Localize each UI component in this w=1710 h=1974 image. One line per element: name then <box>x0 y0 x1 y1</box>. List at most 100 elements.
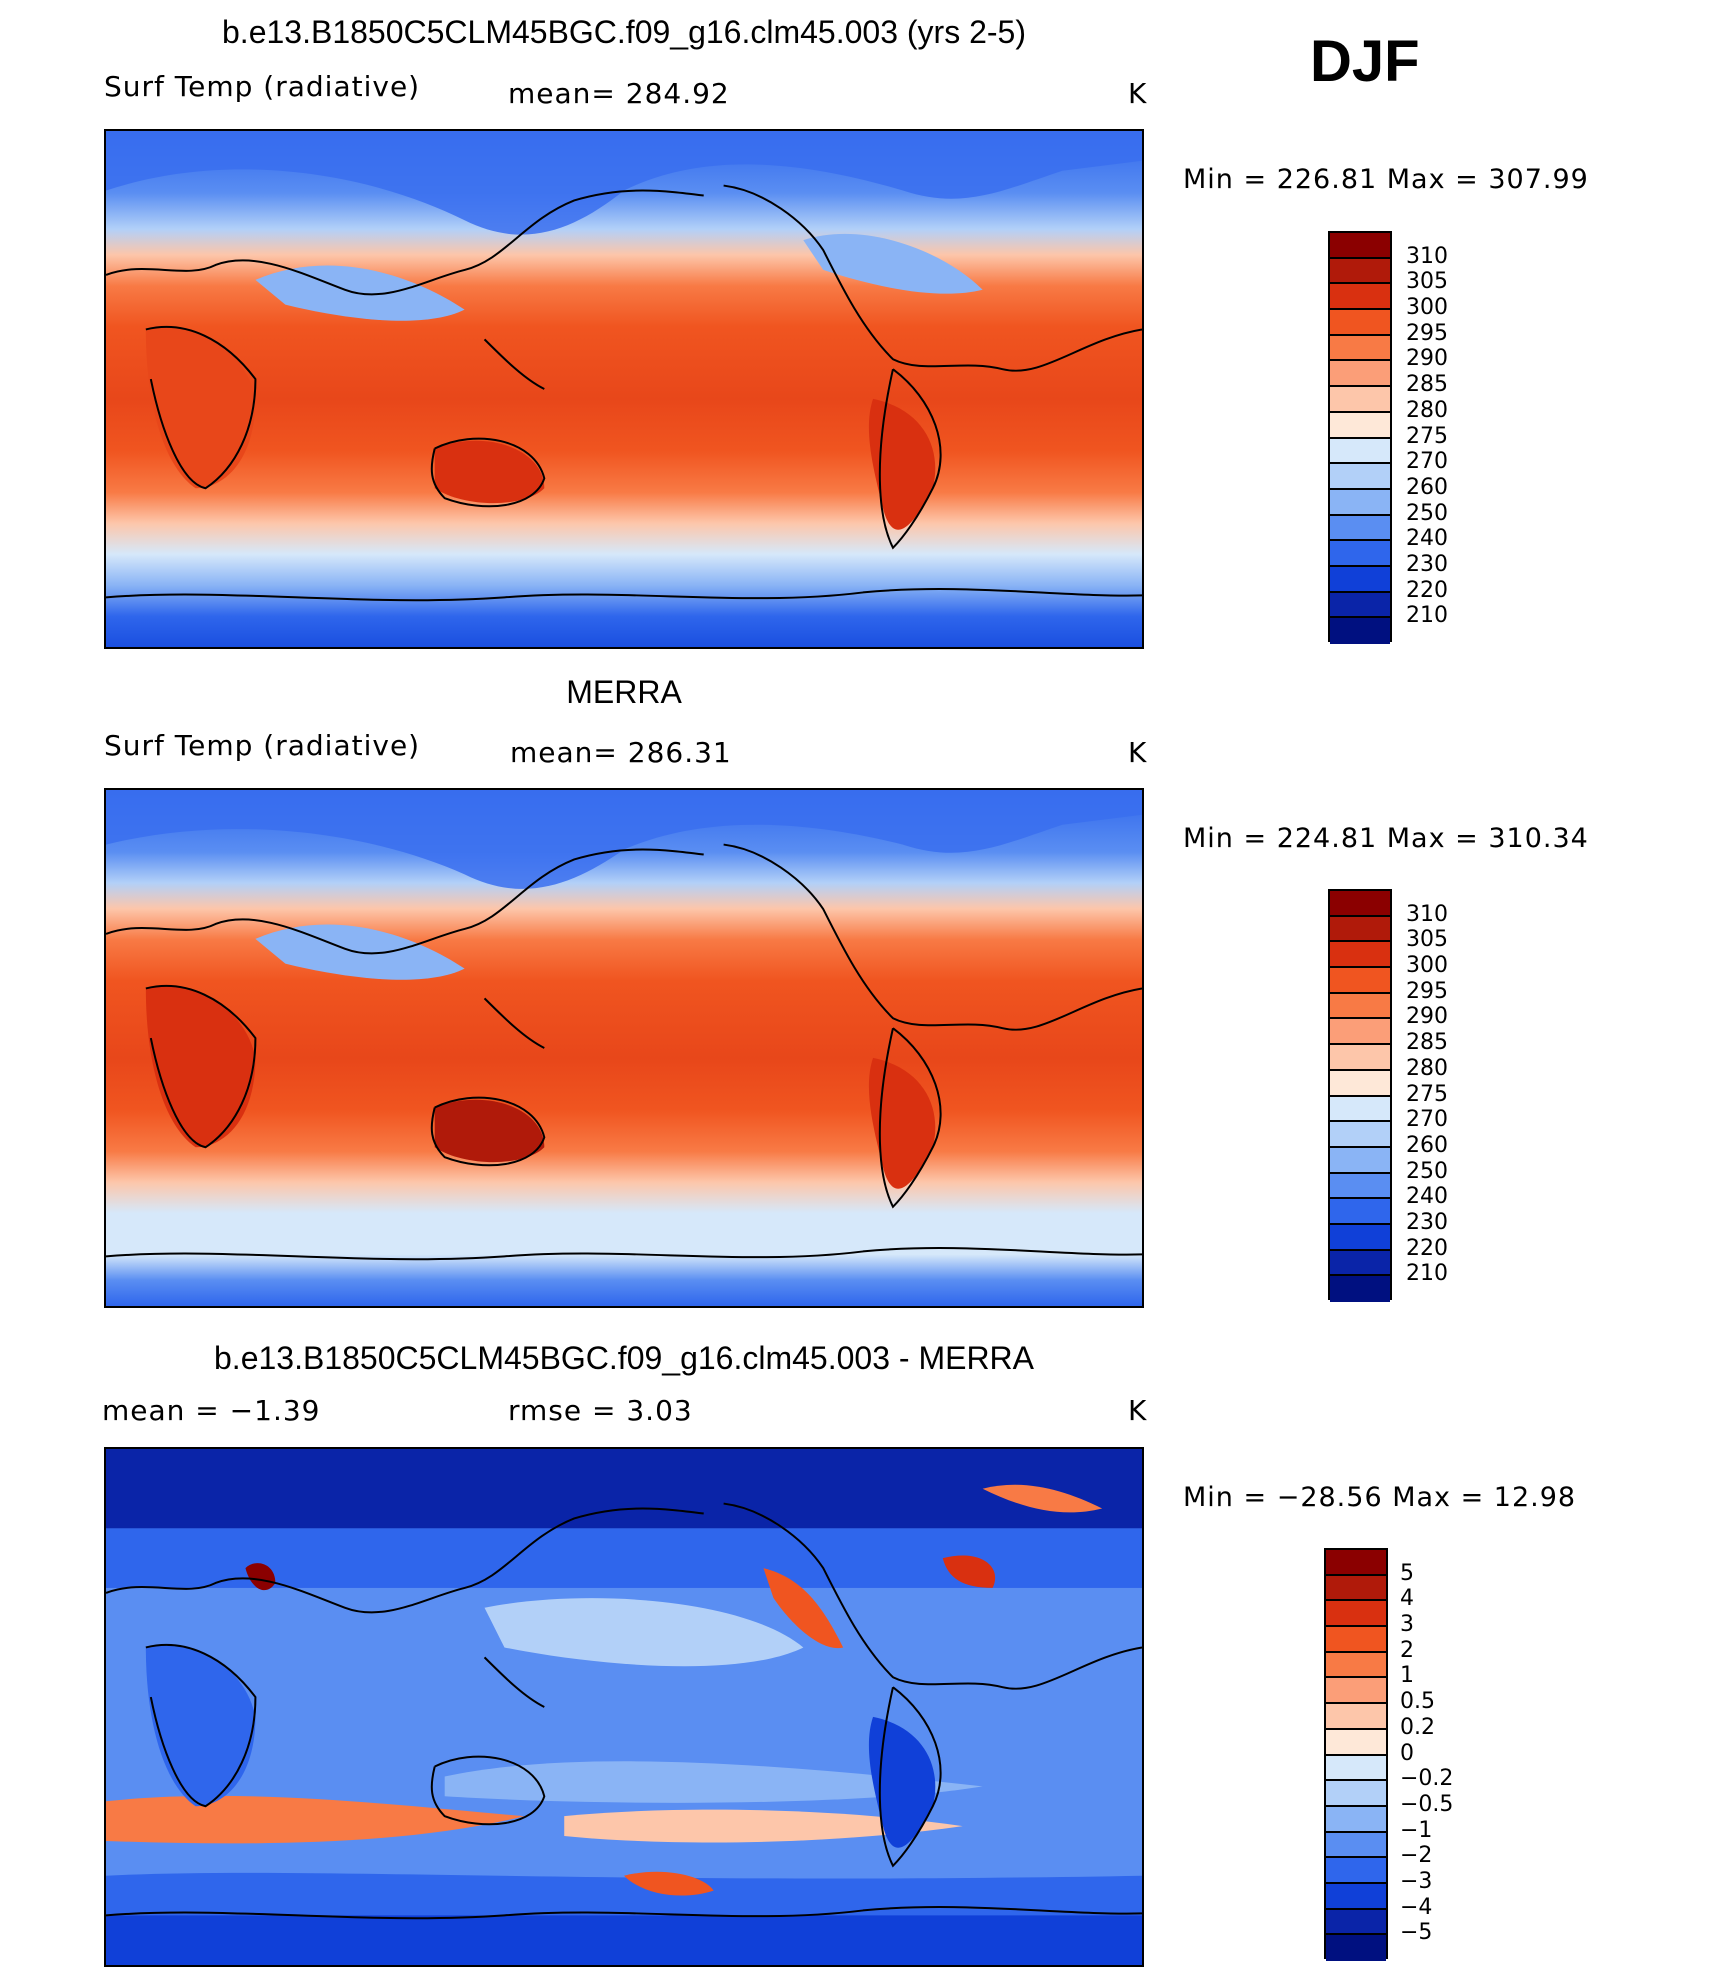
panel3-minmax: Min = −28.56 Max = 12.98 <box>1183 1482 1577 1513</box>
panel2-colorbar-swatch <box>1330 891 1390 917</box>
panel1-colorbar-swatch <box>1330 438 1390 465</box>
panel3-colorbar-tick-label: −0.5 <box>1400 1791 1454 1817</box>
panel1-variable-label: Surf Temp (radiative) <box>104 70 421 103</box>
panel3-colorbar-tick-label: −2 <box>1400 1843 1433 1869</box>
panel2-colorbar-swatch <box>1330 1199 1390 1225</box>
panel1-colorbar-swatch <box>1330 618 1390 644</box>
panel3-units-label: K <box>1128 1394 1148 1427</box>
panel1-colorbar-swatch <box>1330 258 1390 285</box>
panel2-colorbar-tick-label: 305 <box>1406 927 1448 953</box>
panel3-colorbar-tick-label: 5 <box>1400 1560 1414 1586</box>
panel3-colorbar-tick-label: 4 <box>1400 1586 1414 1612</box>
panel3-colorbar-swatch <box>1326 1935 1386 1961</box>
panel2-colorbar-swatch <box>1330 1019 1390 1046</box>
panel3-colorbar-swatch <box>1326 1806 1386 1833</box>
panel1-colorbar-swatch <box>1330 361 1390 388</box>
panel3-colorbar-swatch <box>1326 1729 1386 1756</box>
panel1-colorbar-swatch <box>1330 592 1390 619</box>
panel1-colorbar-tick-label: 240 <box>1406 526 1448 552</box>
panel3-colorbar-swatch <box>1326 1652 1386 1679</box>
panel2-colorbar-tick-label: 240 <box>1406 1184 1448 1210</box>
panel3-colorbar-tick-label: 3 <box>1400 1612 1414 1638</box>
panel1-colorbar-swatch <box>1330 412 1390 439</box>
panel1-colorbar-tick-label: 310 <box>1406 243 1448 269</box>
panel2-colorbar-tick-label: 295 <box>1406 978 1448 1004</box>
panel2-units-label: K <box>1128 736 1148 769</box>
panel1-colorbar-swatch <box>1330 489 1390 516</box>
panel2-colorbar-swatch <box>1330 916 1390 943</box>
season-label: DJF <box>1310 29 1420 94</box>
panel2-colorbar-swatch <box>1330 1122 1390 1148</box>
panel3-colorbar-swatch <box>1326 1678 1386 1705</box>
panel3-colorbar-swatch <box>1326 1858 1386 1884</box>
panel3-title: b.e13.B1850C5CLM45BGC.f09_g16.clm45.003 … <box>214 1340 1034 1376</box>
panel1-colorbar-tick-label: 290 <box>1406 346 1448 372</box>
panel1-colorbar-tick-label: 260 <box>1406 474 1448 500</box>
panel2-colorbar-tick-label: 270 <box>1406 1107 1448 1133</box>
panel1-colorbar-swatch <box>1330 335 1390 362</box>
panel1-colorbar-tick-label: 285 <box>1406 372 1448 398</box>
panel1-colorbar-tick-label: 230 <box>1406 551 1448 577</box>
panel2-map <box>104 788 1144 1308</box>
panel2-colorbar-tick-label: 285 <box>1406 1030 1448 1056</box>
panel3-colorbar-swatch <box>1326 1601 1386 1628</box>
panel3-colorbar-tick-label: 0 <box>1400 1740 1414 1766</box>
panel3-colorbar <box>1324 1548 1388 1961</box>
panel3-colorbar-swatch <box>1326 1755 1386 1782</box>
panel3-colorbar-swatch <box>1326 1909 1386 1936</box>
panel3-mean-label: mean = −1.39 <box>102 1394 321 1427</box>
panel1-title: b.e13.B1850C5CLM45BGC.f09_g16.clm45.003 … <box>222 14 1026 50</box>
panel3-colorbar-tick-label: 1 <box>1400 1663 1414 1689</box>
panel1-colorbar-swatch <box>1330 387 1390 413</box>
panel1-colorbar-tick-label: 295 <box>1406 320 1448 346</box>
panel2-colorbar <box>1328 889 1392 1302</box>
panel2-colorbar-tick-label: 300 <box>1406 953 1448 979</box>
panel3-colorbar-ticks: 5 4 3 2 1 0.5 0.2 0 −0.2 −0.5 −1 −2 −3 −4 −5 <box>1400 1548 1480 1959</box>
panel3-colorbar-swatch <box>1326 1627 1386 1653</box>
panel2-colorbar-tick-label: 220 <box>1406 1235 1448 1261</box>
panel1-colorbar-swatch <box>1330 566 1390 593</box>
panel1-colorbar-swatch <box>1330 515 1390 542</box>
panel1-colorbar-swatch <box>1330 310 1390 336</box>
panel1-map <box>104 129 1144 649</box>
panel2-variable-label: Surf Temp (radiative) <box>104 729 421 762</box>
panel2-colorbar-swatch <box>1330 942 1390 969</box>
panel1-units-label: K <box>1128 77 1148 110</box>
panel2-colorbar-swatch <box>1330 1250 1390 1277</box>
panel1-colorbar-tick-label: 305 <box>1406 269 1448 295</box>
panel3-colorbar-swatch <box>1326 1704 1386 1730</box>
panel1-colorbar-tick-label: 300 <box>1406 295 1448 321</box>
panel3-colorbar-tick-label: 2 <box>1400 1637 1414 1663</box>
panel1-colorbar-swatch <box>1330 541 1390 567</box>
panel3-colorbar-swatch <box>1326 1883 1386 1910</box>
panel2-mean-label: mean= 286.31 <box>510 736 732 769</box>
panel2-colorbar-tick-label: 275 <box>1406 1081 1448 1107</box>
panel1-colorbar-tick-label: 270 <box>1406 449 1448 475</box>
panel2-colorbar-swatch <box>1330 993 1390 1020</box>
panel2-colorbar-swatch <box>1330 1045 1390 1071</box>
panel2-colorbar-tick-label: 260 <box>1406 1132 1448 1158</box>
panel2-colorbar-tick-label: 310 <box>1406 901 1448 927</box>
panel2-colorbar-tick-label: 280 <box>1406 1055 1448 1081</box>
panel2-colorbar-swatch <box>1330 1276 1390 1302</box>
panel3-colorbar-tick-label: −1 <box>1400 1817 1433 1843</box>
panel3-colorbar-tick-label: −4 <box>1400 1894 1433 1920</box>
panel1-colorbar-tick-label: 210 <box>1406 603 1448 629</box>
panel2-colorbar-swatch <box>1330 968 1390 994</box>
panel1-colorbar <box>1328 231 1392 644</box>
panel2-colorbar-tick-label: 250 <box>1406 1158 1448 1184</box>
panel2-colorbar-tick-label: 290 <box>1406 1004 1448 1030</box>
panel1-minmax: Min = 226.81 Max = 307.99 <box>1183 164 1589 195</box>
panel3-colorbar-tick-label: 0.2 <box>1400 1714 1435 1740</box>
panel2-title: MERRA <box>566 674 682 710</box>
panel1-colorbar-tick-label: 275 <box>1406 423 1448 449</box>
panel1-colorbar-tick-label: 280 <box>1406 397 1448 423</box>
panel2-minmax: Min = 224.81 Max = 310.34 <box>1183 823 1589 854</box>
panel2-colorbar-swatch <box>1330 1096 1390 1123</box>
panel3-colorbar-tick-label: −5 <box>1400 1920 1433 1946</box>
panel1-colorbar-tick-label: 220 <box>1406 577 1448 603</box>
panel3-colorbar-swatch <box>1326 1575 1386 1602</box>
panel3-colorbar-swatch <box>1326 1832 1386 1859</box>
panel2-colorbar-swatch <box>1330 1147 1390 1174</box>
panel2-colorbar-ticks: 310 305 300 295 290 285 280 275 270 260 250 240 230 2… <box>1406 889 1486 1300</box>
